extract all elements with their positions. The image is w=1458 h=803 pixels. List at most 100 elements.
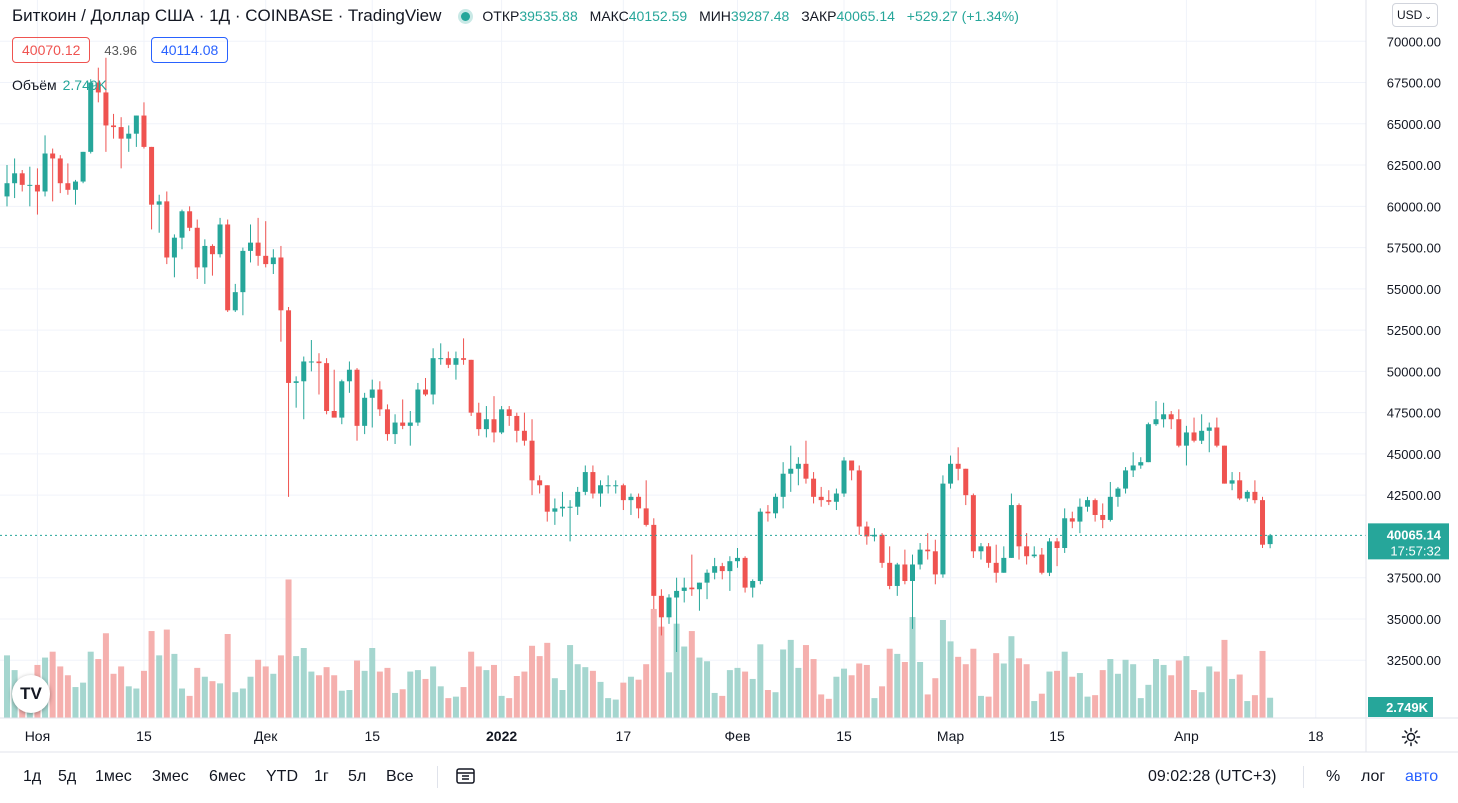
candle-body <box>864 526 870 537</box>
volume-bar <box>1092 695 1099 718</box>
candle-body <box>567 506 573 508</box>
range-1y-button[interactable]: 1г <box>314 768 329 785</box>
volume-bar <box>612 699 619 718</box>
candle-body <box>902 564 908 582</box>
candle-body <box>42 153 48 192</box>
range-1d-button[interactable]: 1д <box>23 768 42 785</box>
trade-buttons: 40070.12 43.96 40114.08 <box>12 37 229 63</box>
tradingview-logo[interactable]: TV <box>12 675 50 713</box>
currency-label: USD <box>1397 8 1423 22</box>
candle-body <box>476 412 482 430</box>
candle-body <box>407 422 413 426</box>
candle-body <box>1107 496 1113 520</box>
range-all-button[interactable]: Все <box>386 768 414 785</box>
volume-bar <box>369 648 376 718</box>
volume-bar <box>1076 673 1083 718</box>
volume-bar <box>582 667 589 718</box>
candle-body <box>529 440 535 481</box>
volume-bar <box>681 646 688 718</box>
candle-body <box>727 561 733 572</box>
volume-bar <box>1107 659 1114 718</box>
range-1m-button[interactable]: 1мес <box>95 768 132 785</box>
symbol-title[interactable]: Биткоин / Доллар США · 1Д · COINBASE · T… <box>12 6 442 25</box>
candle-body <box>544 485 550 512</box>
volume-bar <box>1000 663 1007 718</box>
volume-bar <box>749 678 756 718</box>
candle-body <box>948 463 954 484</box>
volume-bar <box>475 666 482 718</box>
volume-bar <box>232 692 239 718</box>
volume-bar <box>901 662 908 718</box>
candle-body <box>95 82 101 93</box>
volume-bar <box>962 664 969 718</box>
volume-bar <box>201 676 208 718</box>
candle-body <box>1008 505 1014 558</box>
volume-bar <box>346 690 353 718</box>
candle-body <box>765 511 771 514</box>
gear-icon[interactable] <box>1400 726 1422 753</box>
candle-body <box>742 557 748 588</box>
candle-body <box>1031 554 1037 557</box>
volume-bar <box>643 664 650 718</box>
candle-body <box>278 257 284 311</box>
volume-bar <box>871 698 878 718</box>
percent-scale-button[interactable]: % <box>1326 768 1341 785</box>
volume-bar <box>1229 678 1236 718</box>
candle-body <box>1252 491 1258 501</box>
volume-bar <box>277 655 284 718</box>
last-volume-tag-bg <box>1368 697 1433 717</box>
sell-price-button[interactable]: 40070.12 <box>12 37 91 63</box>
volume-bar <box>932 678 939 718</box>
candle-body <box>430 358 436 395</box>
volume-bar <box>354 660 361 718</box>
volume-bar <box>711 692 718 718</box>
volume-bar <box>719 695 726 718</box>
candle-body <box>1046 541 1052 573</box>
calendar-range-icon[interactable] <box>455 766 477 791</box>
candle-body <box>970 495 976 552</box>
candle-body <box>133 115 139 134</box>
auto-scale-button[interactable]: авто <box>1405 768 1439 785</box>
range-ytd-button[interactable]: YTD <box>266 768 298 785</box>
range-5d-button[interactable]: 5д <box>58 768 77 785</box>
range-6m-button[interactable]: 6мес <box>209 768 246 785</box>
volume-bar <box>627 676 634 718</box>
range-3m-button[interactable]: 3мес <box>152 768 189 785</box>
range-5y-button[interactable]: 5л <box>348 768 367 785</box>
candle-body <box>377 389 383 410</box>
candle-body <box>696 582 702 590</box>
candle-body <box>613 485 619 487</box>
volume-bar <box>1259 650 1266 718</box>
volume-bar <box>414 670 421 718</box>
volume-bar <box>673 623 680 718</box>
volume-bar <box>179 688 186 718</box>
volume-bar <box>399 689 406 718</box>
volume-bar <box>924 694 931 718</box>
log-scale-button[interactable]: лог <box>1361 768 1386 785</box>
candle-body <box>499 409 505 433</box>
volume-bar <box>521 671 528 718</box>
volume-bar <box>795 667 802 718</box>
candle-body <box>1214 427 1220 446</box>
candle-body <box>1161 414 1167 420</box>
candle-body <box>286 310 292 383</box>
candle-body <box>1237 480 1243 499</box>
bottom-toolbar: 1д 5д 1мес 3мес 6мес YTD 1г 5л Все 09:02… <box>0 752 1458 803</box>
volume-bar <box>323 667 330 718</box>
candle-body <box>590 472 596 494</box>
candle-body <box>187 211 193 228</box>
candle-body <box>194 227 200 268</box>
candle-body <box>461 358 467 360</box>
volume-bar <box>140 670 147 718</box>
candle-body <box>225 224 231 311</box>
buy-price-button[interactable]: 40114.08 <box>150 37 229 63</box>
candle-body <box>171 237 177 258</box>
volume-bar <box>224 634 231 718</box>
clock-display[interactable]: 09:02:28 (UTC+3) <box>1148 768 1277 785</box>
volume-bar <box>460 687 467 718</box>
volume-bar <box>764 690 771 718</box>
volume-bar <box>57 666 64 718</box>
volume-bar <box>856 663 863 718</box>
currency-select[interactable]: USD ⌄ <box>1392 3 1438 27</box>
